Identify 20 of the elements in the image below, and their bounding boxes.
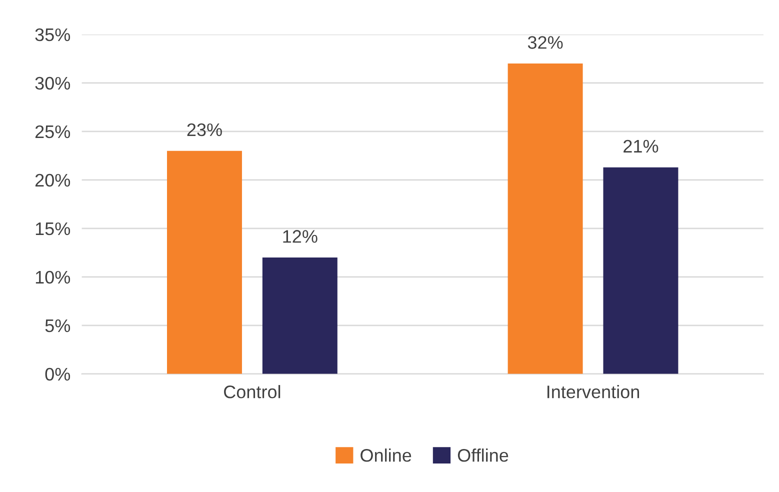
legend-label: Online <box>360 448 412 462</box>
bar <box>167 150 242 374</box>
x-tick-label: Control <box>224 385 280 398</box>
data-label: 12% <box>283 230 318 243</box>
legend-label: Offline <box>458 448 508 462</box>
data-label: 23% <box>187 123 222 136</box>
bar <box>508 64 583 374</box>
y-tick-label: 35% <box>35 28 70 42</box>
x-tick-label: Intervention <box>548 385 640 398</box>
y-tick-label: 30% <box>35 76 70 90</box>
y-tick-label: 25% <box>35 125 70 138</box>
y-tick-label: 5% <box>45 319 70 332</box>
y-tick-label: 0% <box>45 368 70 381</box>
bar <box>262 258 338 374</box>
y-tick-label: 20% <box>35 174 70 187</box>
bar <box>603 167 678 374</box>
y-tick-label: 10% <box>36 270 70 284</box>
data-label: 32% <box>528 36 563 49</box>
data-label: 21% <box>624 140 658 153</box>
y-tick-label: 15% <box>36 222 70 236</box>
